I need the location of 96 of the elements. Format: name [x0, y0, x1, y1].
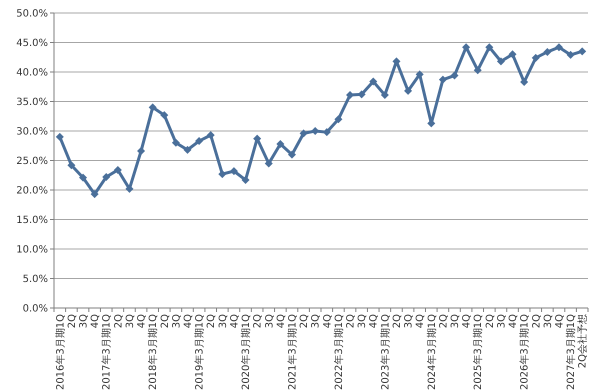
- x-tick-label: 3Q: [78, 314, 90, 328]
- y-tick-label: 30.0%: [16, 126, 48, 138]
- x-tick-label: 3Q: [542, 314, 554, 328]
- x-tick-label: 4Q: [554, 314, 566, 328]
- point: [543, 48, 552, 56]
- x-tick-label: 4Q: [415, 314, 426, 328]
- point: [288, 150, 296, 159]
- y-tick-label: 15.0%: [16, 215, 48, 226]
- y-tick-label: 20.0%: [16, 186, 48, 196]
- point: [369, 77, 378, 86]
- point: [160, 111, 168, 120]
- x-tick-label: 2Q: [531, 314, 542, 328]
- point: [230, 167, 238, 176]
- point: [206, 131, 215, 140]
- point: [474, 66, 482, 74]
- x-tick-label: 4Q: [229, 314, 240, 328]
- x-tick-label: 2Q: [438, 314, 450, 328]
- x-tick-label: 4Q: [90, 314, 102, 328]
- x-tick-label: 2017年3月期1Q: [100, 314, 113, 390]
- point: [79, 174, 88, 182]
- x-tick-label: 4Q: [462, 314, 473, 328]
- point: [148, 103, 157, 112]
- point: [520, 78, 528, 86]
- x-tick-label: 2026年3月期1Q: [518, 314, 531, 390]
- point: [114, 166, 122, 174]
- x-tick-label: 2Q: [113, 314, 124, 328]
- y-tick-label: 10.0%: [16, 244, 48, 256]
- x-tick-label: 3Q: [171, 314, 182, 328]
- x-tick-label: 2Q: [66, 314, 78, 328]
- x-tick-label: 4Q: [508, 314, 520, 328]
- point: [462, 43, 470, 52]
- x-tick-label: 2019年3月期1Q: [194, 314, 206, 390]
- x-tick-label: 3Q: [310, 314, 322, 328]
- point: [554, 43, 563, 52]
- point: [56, 132, 64, 141]
- point: [438, 76, 447, 84]
- point: [311, 127, 320, 135]
- point: [218, 170, 226, 178]
- x-tick-label: 2Q: [299, 314, 310, 328]
- x-tick-label: 4Q: [276, 314, 287, 328]
- x-tick-label: 2Q: [206, 314, 218, 328]
- x-tick-label: 2023年3月期1Q: [379, 314, 392, 390]
- point: [485, 43, 494, 52]
- x-tick-label: 2Q: [392, 314, 403, 328]
- x-tick-label: 2Q: [252, 314, 264, 328]
- x-tick-label: 4Q: [368, 314, 380, 328]
- point: [508, 50, 517, 58]
- point: [242, 176, 250, 184]
- x-tick-label: 2024年3月期1Q: [426, 314, 438, 390]
- x-tick-label: 4Q: [136, 314, 148, 328]
- point: [496, 57, 505, 66]
- point: [195, 137, 204, 146]
- point: [578, 47, 586, 56]
- point: [532, 54, 540, 62]
- point: [322, 128, 331, 136]
- point: [102, 173, 110, 182]
- point: [276, 140, 284, 148]
- point: [404, 86, 412, 95]
- x-tick-label: 3Q: [264, 314, 276, 328]
- x-tick-label: 2016年3月期1Q: [54, 314, 66, 390]
- y-tick-label: 40.0%: [16, 68, 48, 78]
- x-tick-label: 2022年3月期1Q: [332, 314, 345, 390]
- x-tick-label: 2021年3月期1Q: [286, 314, 298, 390]
- x-tick-label: 2018年3月期1Q: [147, 314, 160, 390]
- x-tick-label: 4Q: [322, 314, 334, 328]
- x-tick-label: 3Q: [124, 314, 136, 328]
- point: [67, 161, 76, 170]
- point: [334, 115, 342, 124]
- point: [137, 147, 146, 156]
- x-tick-label: 3Q: [496, 314, 508, 328]
- x-tick-label: 3Q: [404, 314, 415, 328]
- x-tick-label: 4Q: [183, 314, 194, 328]
- point: [264, 159, 273, 168]
- point: [380, 91, 389, 100]
- point: [450, 72, 458, 80]
- point: [184, 146, 192, 154]
- x-tick-label: 2Q会社予想: [576, 314, 589, 368]
- y-tick-label: 45.0%: [16, 38, 48, 49]
- point: [300, 129, 308, 138]
- y-tick-label: 0.0%: [22, 304, 48, 314]
- x-tick-label: 2020年3月期1Q: [240, 314, 252, 390]
- point: [172, 138, 180, 147]
- x-tick-label: 2025年3月期1Q: [472, 314, 484, 390]
- x-tick-label: 3Q: [357, 314, 368, 328]
- y-tick-label: 35.0%: [16, 97, 48, 108]
- x-tick-label: 3Q: [218, 314, 229, 328]
- x-tick-label: 2027年3月期1Q: [565, 314, 578, 390]
- x-tick-label: 3Q: [450, 314, 461, 328]
- y-tick-label: 50.0%: [16, 8, 48, 20]
- x-tick-label: 2Q: [160, 314, 171, 328]
- y-tick-label: 5.0%: [22, 274, 48, 285]
- x-tick-label: 2Q: [346, 314, 357, 328]
- x-tick-label: 2Q: [484, 314, 496, 328]
- point: [90, 190, 99, 198]
- y-tick-label: 25.0%: [16, 156, 48, 167]
- point: [566, 50, 575, 59]
